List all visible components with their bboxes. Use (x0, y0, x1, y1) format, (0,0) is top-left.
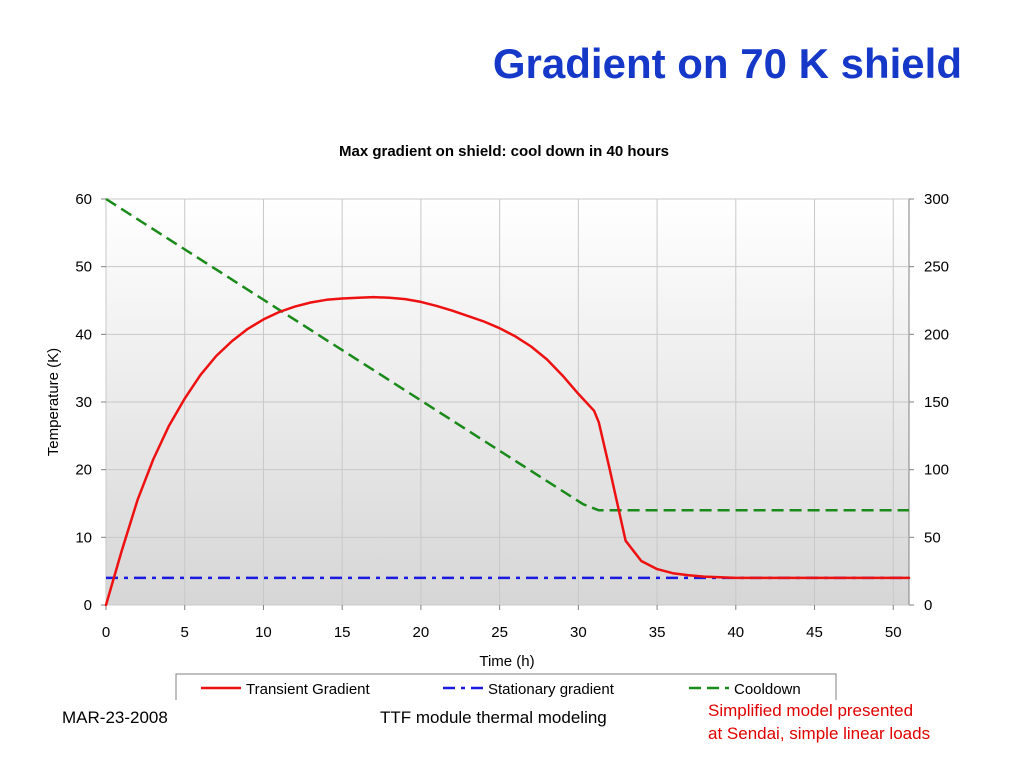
x-tick-label: 25 (491, 624, 508, 641)
axes: 0 5 10 15 20 25 30 35 40 45 50 0 10 20 30 40 50 60 0 50 100 1… (75, 191, 949, 641)
x-tick-label: 10 (255, 624, 272, 641)
series-line-cooldown (105, 197, 909, 512)
x-tick-label: 45 (806, 624, 823, 641)
legend-label-cooldown: Cooldown (734, 681, 801, 698)
y2-tick-label: 150 (924, 394, 949, 411)
legend: Transient Gradient Stationary gradient C… (175, 673, 837, 700)
series-layer (104, 197, 911, 607)
y2-tick-label: 200 (924, 326, 949, 343)
footer-center-text: TTF module thermal modeling (380, 708, 607, 727)
x-tick-label: 0 (102, 624, 110, 641)
slide-title: Gradient on 70 K shield (492, 40, 962, 87)
x-tick-label: 5 (181, 624, 189, 641)
gradient-chart: Max gradient on shield: cool down in 40 … (45, 143, 949, 700)
y2-tick-label: 0 (924, 597, 932, 614)
chart-title: Max gradient on shield: cool down in 40 … (339, 143, 669, 160)
legend-label-transient: Transient Gradient (246, 681, 371, 698)
x-tick-label: 40 (727, 624, 744, 641)
y-tick-label: 0 (84, 597, 92, 614)
y-tick-label: 30 (75, 394, 92, 411)
y-tick-label: 40 (75, 326, 92, 343)
y-tick-label: 20 (75, 462, 92, 479)
x-tick-label: 50 (885, 624, 902, 641)
series-line-transient-gradient (104, 295, 911, 607)
y2-tick-label: 250 (924, 259, 949, 276)
footer-note: Simplified model presented at Sendai, si… (708, 699, 930, 745)
y2-tick-label: 50 (924, 529, 941, 546)
footer-note-line2: at Sendai, simple linear loads (708, 724, 931, 743)
x-tick-label: 35 (649, 624, 666, 641)
footer-note-line1: Simplified model presented (708, 701, 914, 720)
y2-tick-label: 100 (924, 462, 949, 479)
legend-label-stationary: Stationary gradient (488, 681, 615, 698)
y-tick-label: 50 (75, 259, 92, 276)
x-tick-label: 15 (334, 624, 351, 641)
x-axis-label: Time (h) (479, 653, 534, 670)
x-tick-label: 30 (570, 624, 587, 641)
footer-date: MAR-23-2008 (62, 708, 168, 727)
grid (105, 198, 909, 606)
y2-tick-label: 300 (924, 191, 949, 208)
x-tick-label: 20 (413, 624, 430, 641)
y-tick-label: 60 (75, 191, 92, 208)
y-tick-label: 10 (75, 529, 92, 546)
y-axis-label: Temperature (K) (45, 348, 62, 456)
